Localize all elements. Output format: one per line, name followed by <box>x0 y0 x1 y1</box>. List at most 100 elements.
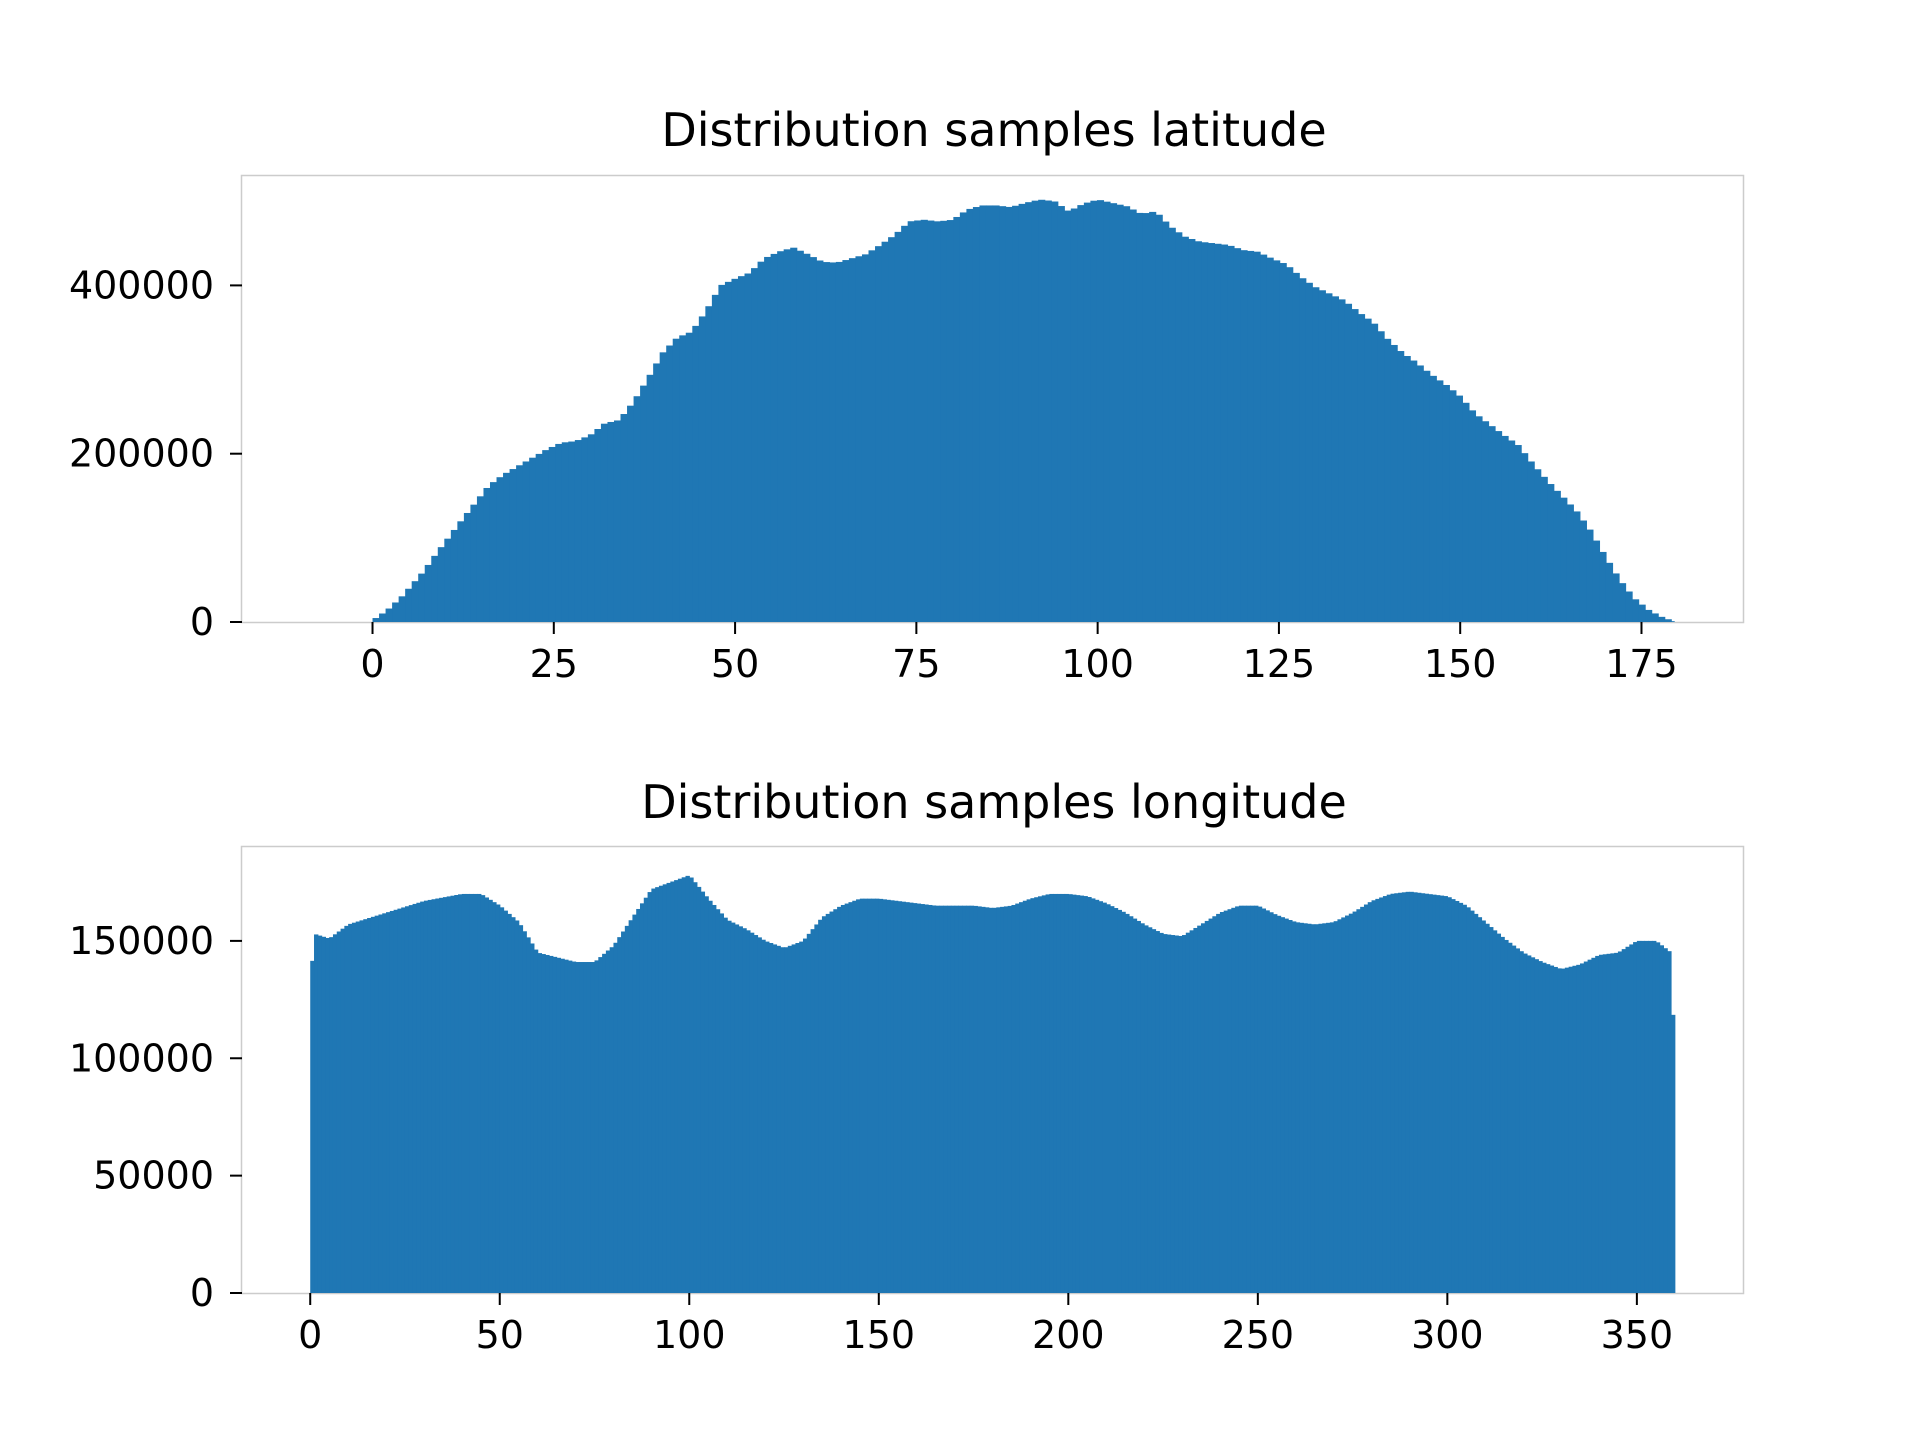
histogram-bar <box>1511 945 1517 1293</box>
histogram-bar <box>1648 940 1653 1293</box>
histogram-bar <box>871 898 876 1293</box>
histogram-bar <box>416 902 421 1293</box>
histogram-bar <box>1094 899 1100 1293</box>
histogram-bar <box>1658 616 1666 622</box>
histogram-bar <box>916 903 922 1293</box>
histogram-bar <box>1500 936 1505 1293</box>
histogram-bar <box>1338 299 1346 622</box>
histogram-bar <box>503 472 511 622</box>
histogram-bar <box>1136 212 1144 623</box>
histogram-bar <box>1519 951 1524 1293</box>
histogram-bar <box>586 962 592 1293</box>
histogram-bar <box>855 256 863 622</box>
histogram-bar <box>509 469 517 622</box>
histogram-bar <box>1072 894 1077 1293</box>
histogram-bar <box>711 294 720 622</box>
histogram-bar <box>1128 916 1134 1293</box>
histogram-bar <box>1599 551 1607 622</box>
histogram-bar <box>1155 931 1160 1293</box>
histogram-bar <box>1223 910 1229 1293</box>
y-tick-label: 0 <box>190 600 214 644</box>
histogram-bar <box>868 250 876 622</box>
histogram-bar <box>1070 208 1078 622</box>
histogram-bar <box>784 947 789 1293</box>
histogram-bar <box>332 934 338 1293</box>
histogram-bar <box>450 529 458 622</box>
histogram-bar <box>992 907 997 1293</box>
histogram-bar <box>385 608 393 622</box>
histogram-bar <box>653 363 661 622</box>
histogram-bar <box>888 237 896 622</box>
histogram-bar <box>1000 906 1005 1293</box>
histogram-bar <box>1333 921 1339 1293</box>
histogram-bar <box>418 573 426 622</box>
histogram-bar <box>1240 250 1248 622</box>
histogram-bar <box>477 893 482 1293</box>
histogram-bar <box>734 924 740 1293</box>
histogram-bar <box>1667 951 1672 1293</box>
histogram-bar <box>1022 900 1028 1293</box>
histogram-bar <box>1375 898 1380 1293</box>
histogram-bar <box>901 225 909 622</box>
histogram-bar <box>382 913 387 1293</box>
histogram-bar <box>662 884 668 1293</box>
histogram-bar <box>1288 920 1293 1293</box>
histogram-bar <box>408 905 414 1293</box>
histogram-bar <box>1113 908 1119 1293</box>
histogram-bar <box>1619 583 1627 622</box>
histogram-bar <box>1398 892 1403 1293</box>
histogram-bar <box>1110 906 1115 1293</box>
histogram-bar <box>1064 893 1069 1293</box>
histogram-bar <box>1449 390 1457 622</box>
histogram-bar <box>465 893 471 1293</box>
histogram-bar <box>1129 209 1137 622</box>
histogram-bar <box>1579 520 1587 622</box>
x-tick-label: 350 <box>1601 1313 1674 1357</box>
histogram-bar <box>768 943 774 1293</box>
histogram-bar <box>958 905 963 1293</box>
x-tick-label: 50 <box>476 1313 524 1357</box>
histogram-bar <box>1077 205 1085 622</box>
histogram-bar <box>1428 894 1433 1293</box>
histogram-bar <box>567 960 573 1293</box>
histogram-bar <box>633 396 641 622</box>
histogram-bar <box>1193 927 1198 1293</box>
histogram-bar <box>1207 243 1215 622</box>
histogram-bar <box>708 900 713 1293</box>
histogram-bar <box>372 618 380 622</box>
histogram-bar <box>1610 953 1615 1293</box>
histogram-bar <box>1553 966 1558 1293</box>
histogram-bar <box>1051 201 1059 622</box>
x-tick-label: 300 <box>1411 1313 1484 1357</box>
histogram-bar <box>802 938 808 1293</box>
histogram-bar <box>795 943 800 1293</box>
histogram-bar <box>1318 923 1323 1293</box>
histogram-bar <box>613 420 622 622</box>
histogram-bar <box>1310 924 1316 1293</box>
y-tick-label: 150000 <box>69 919 214 963</box>
histogram-bar <box>1125 913 1130 1293</box>
histogram-bar <box>893 900 899 1293</box>
histogram-bar <box>636 908 641 1293</box>
histogram-bar <box>1170 935 1176 1293</box>
histogram-bar <box>1121 911 1126 1293</box>
histogram-bar <box>1540 476 1548 622</box>
histogram-bar <box>555 443 563 622</box>
histogram-bar <box>1629 944 1634 1293</box>
histogram-bar <box>821 916 827 1293</box>
histogram-bar <box>1325 293 1333 622</box>
histogram-bar <box>1496 933 1502 1293</box>
histogram-bar <box>1504 939 1509 1293</box>
histogram-bar <box>738 926 743 1293</box>
histogram-bar <box>537 953 543 1293</box>
histogram-bar <box>1377 331 1385 622</box>
histogram-bar <box>859 898 865 1293</box>
histogram-bar <box>1670 1014 1676 1293</box>
histogram-bar <box>1633 942 1638 1293</box>
histogram-bar <box>1586 529 1594 622</box>
histogram-bar <box>1044 200 1052 622</box>
histogram-bar <box>953 216 961 623</box>
histogram-bar <box>1489 927 1494 1293</box>
histogram-bar <box>392 602 400 622</box>
histogram-bar <box>518 925 524 1293</box>
